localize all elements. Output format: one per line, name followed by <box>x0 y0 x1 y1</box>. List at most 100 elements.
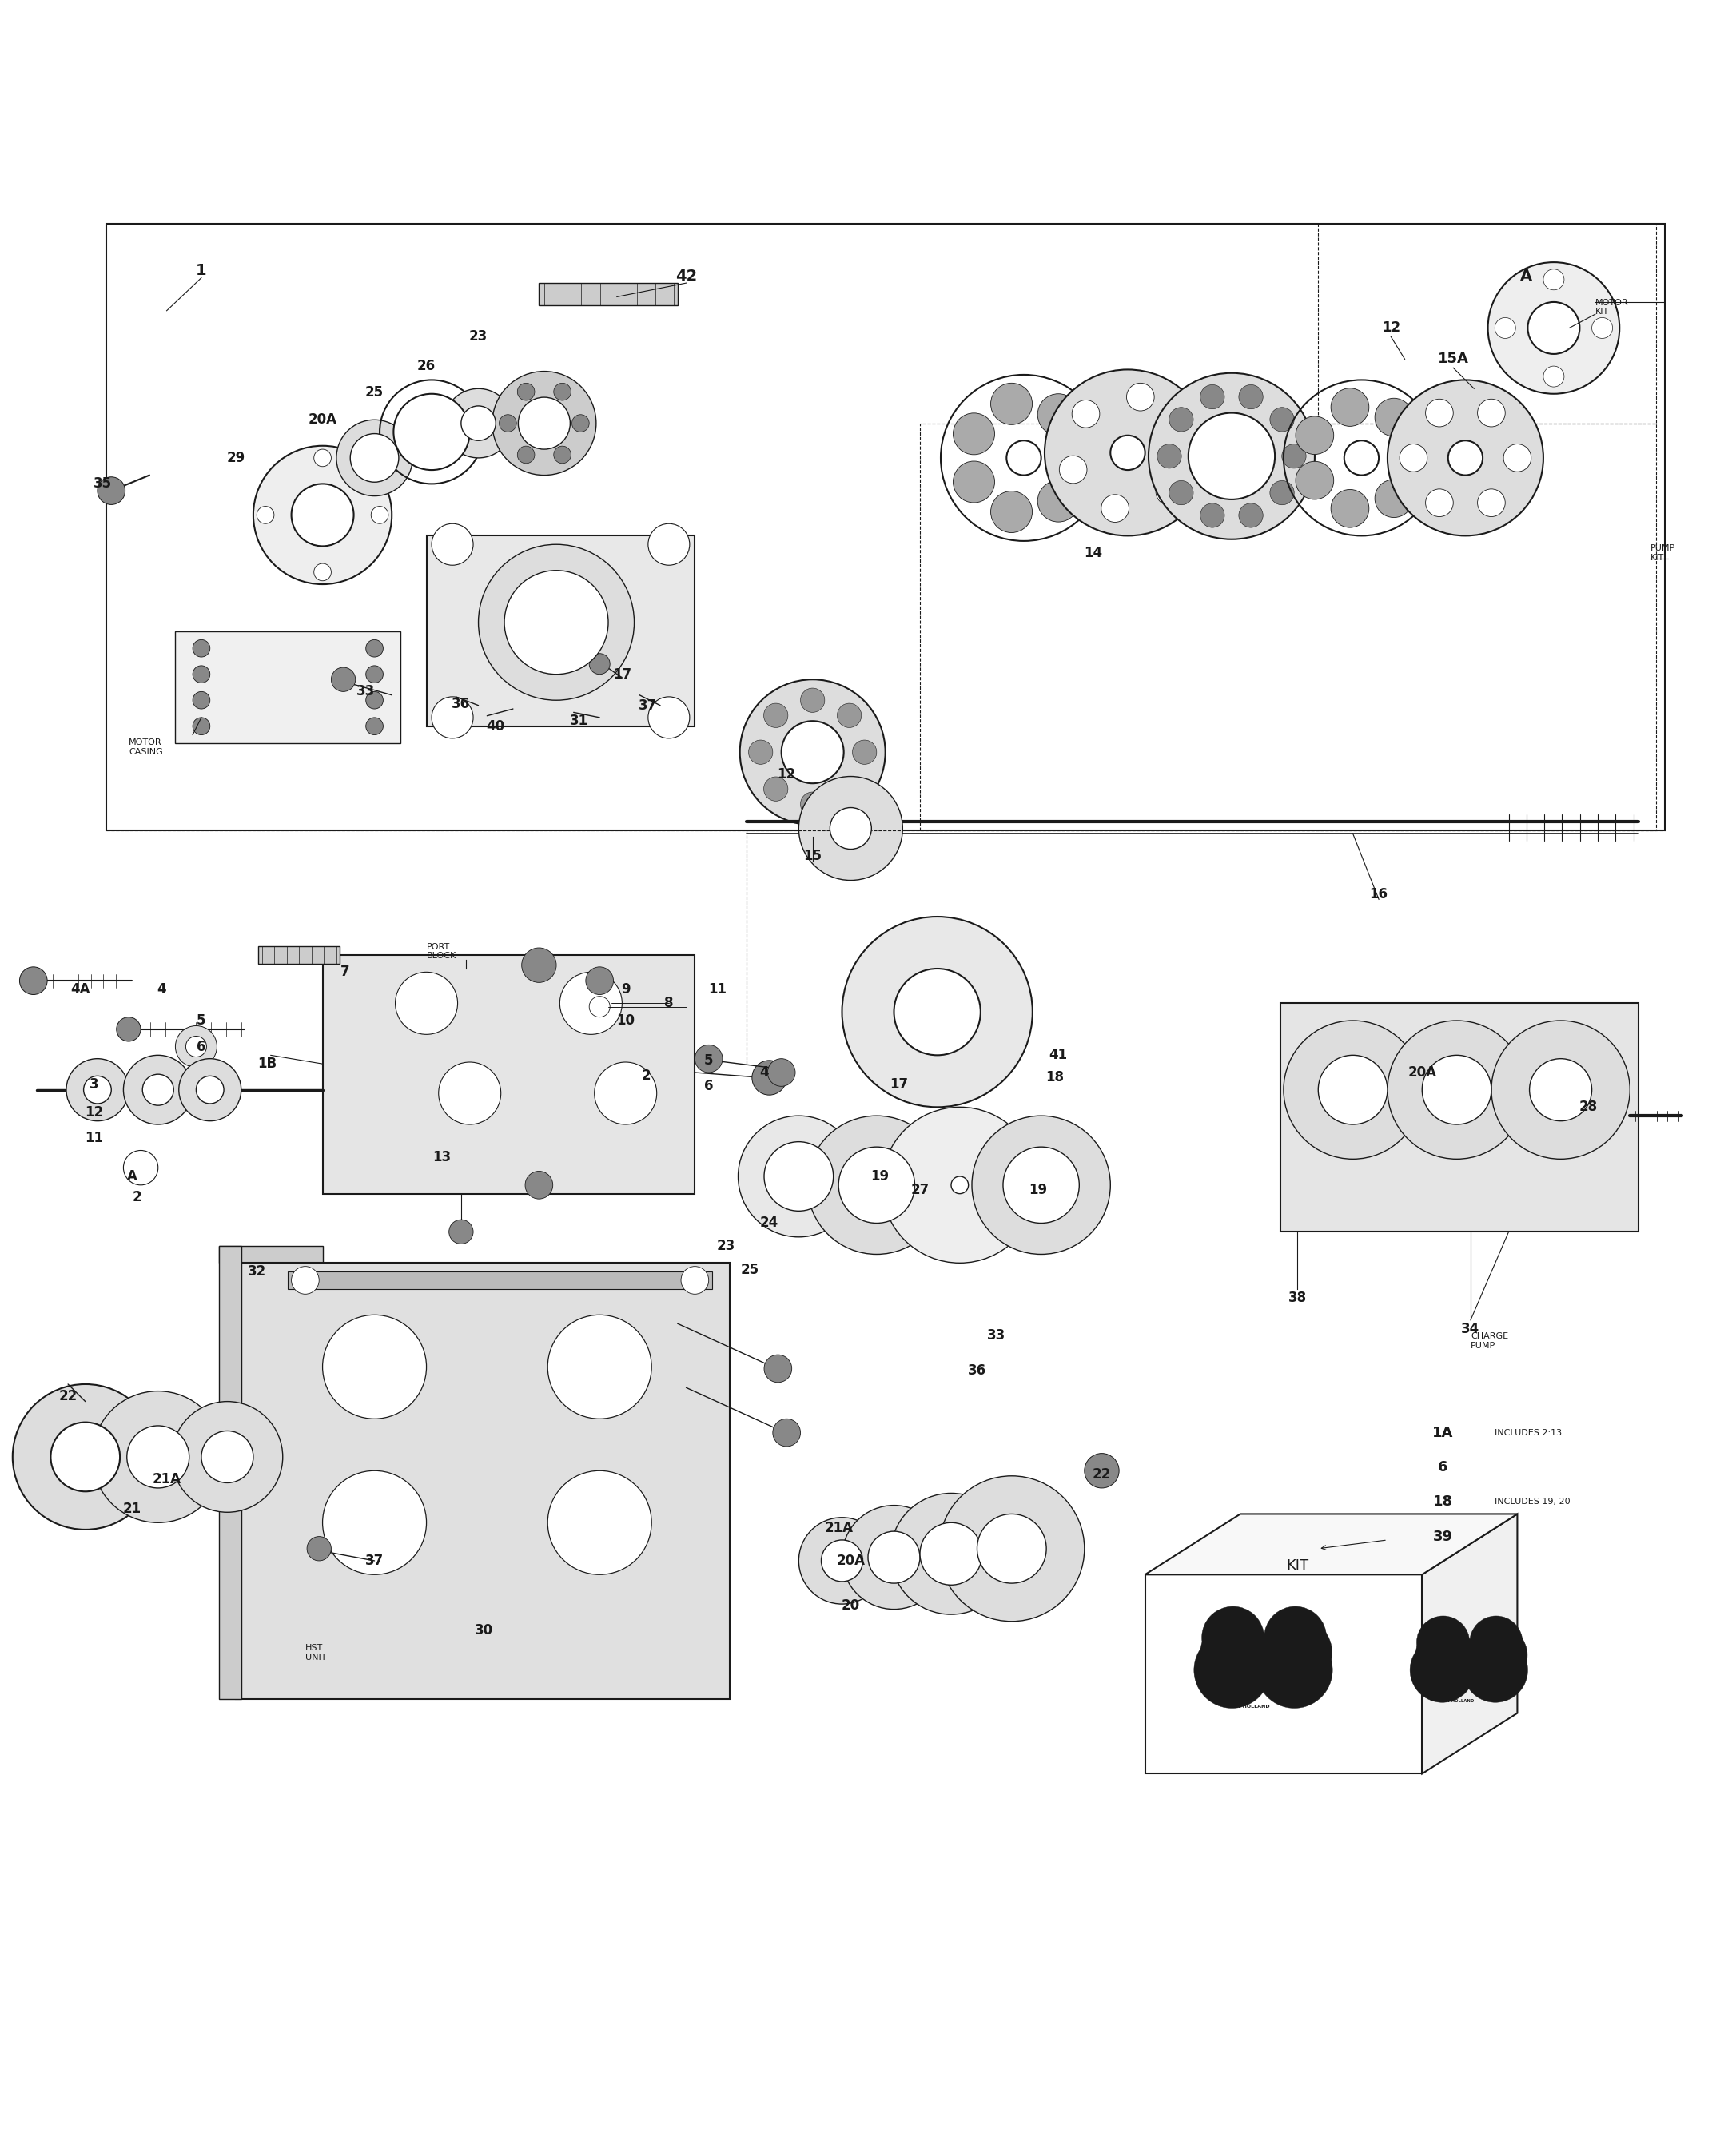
Circle shape <box>1007 440 1042 476</box>
Circle shape <box>1417 1615 1470 1669</box>
Text: 4A: 4A <box>71 982 90 997</box>
Circle shape <box>519 397 569 448</box>
Polygon shape <box>1146 1574 1422 1774</box>
Circle shape <box>127 1426 189 1489</box>
Circle shape <box>559 972 621 1034</box>
Circle shape <box>1394 440 1432 476</box>
Circle shape <box>920 1523 983 1585</box>
Circle shape <box>991 384 1033 425</box>
Circle shape <box>852 740 877 764</box>
Circle shape <box>97 476 125 504</box>
Circle shape <box>1469 1626 1528 1684</box>
Text: 14: 14 <box>1083 545 1102 560</box>
Text: 17: 17 <box>891 1077 908 1092</box>
Circle shape <box>50 1422 120 1491</box>
Circle shape <box>396 972 458 1034</box>
Circle shape <box>585 967 613 995</box>
Circle shape <box>1101 495 1128 521</box>
Polygon shape <box>1279 1004 1639 1231</box>
Polygon shape <box>259 946 340 963</box>
Text: 32: 32 <box>248 1263 266 1278</box>
Circle shape <box>1059 455 1087 483</box>
Text: 21A: 21A <box>153 1471 181 1486</box>
Circle shape <box>1415 1626 1474 1684</box>
Circle shape <box>517 446 535 463</box>
Circle shape <box>1201 1617 1269 1688</box>
Circle shape <box>123 1150 158 1184</box>
Circle shape <box>648 697 689 738</box>
Circle shape <box>821 1540 863 1581</box>
Text: 41: 41 <box>1049 1049 1068 1062</box>
Circle shape <box>1543 367 1564 386</box>
Circle shape <box>748 740 773 764</box>
Text: 11: 11 <box>708 982 727 997</box>
Circle shape <box>1271 408 1293 431</box>
Circle shape <box>172 1401 283 1512</box>
Text: 1B: 1B <box>257 1057 276 1070</box>
Circle shape <box>351 433 399 483</box>
Circle shape <box>1387 1021 1526 1158</box>
Circle shape <box>1200 384 1224 410</box>
Text: 28: 28 <box>1580 1100 1597 1113</box>
Text: 22: 22 <box>1092 1467 1111 1482</box>
Text: 29: 29 <box>227 450 245 465</box>
Circle shape <box>991 491 1033 532</box>
Circle shape <box>444 388 514 457</box>
Circle shape <box>1477 399 1505 427</box>
Circle shape <box>479 545 634 699</box>
Circle shape <box>1257 1632 1333 1707</box>
Circle shape <box>366 665 384 682</box>
Circle shape <box>1168 423 1196 450</box>
Circle shape <box>1127 384 1154 412</box>
Text: 17: 17 <box>613 667 632 682</box>
Circle shape <box>196 1077 224 1105</box>
Text: KIT: KIT <box>1286 1559 1309 1572</box>
Polygon shape <box>427 536 694 727</box>
Text: 6: 6 <box>196 1040 207 1053</box>
Polygon shape <box>236 1263 729 1699</box>
Text: 42: 42 <box>675 268 698 283</box>
Text: 37: 37 <box>639 699 658 712</box>
Text: 25: 25 <box>741 1263 759 1276</box>
Circle shape <box>307 1536 332 1562</box>
Circle shape <box>1085 1454 1120 1489</box>
Text: 34: 34 <box>1462 1321 1479 1336</box>
Text: 9: 9 <box>621 982 630 997</box>
Circle shape <box>807 1115 946 1255</box>
Circle shape <box>292 1266 319 1293</box>
Text: 19: 19 <box>1028 1184 1047 1197</box>
Circle shape <box>1038 480 1080 521</box>
Circle shape <box>1375 480 1413 517</box>
Circle shape <box>868 1532 920 1583</box>
Text: 33: 33 <box>356 684 375 699</box>
Polygon shape <box>175 631 401 744</box>
Circle shape <box>517 384 535 401</box>
Text: 2: 2 <box>132 1190 142 1203</box>
Polygon shape <box>219 1246 241 1699</box>
Circle shape <box>830 809 871 849</box>
Circle shape <box>394 395 470 470</box>
Circle shape <box>953 414 995 455</box>
Circle shape <box>505 571 608 674</box>
Circle shape <box>951 1175 969 1195</box>
Circle shape <box>1156 478 1184 506</box>
Circle shape <box>1189 412 1274 500</box>
Circle shape <box>738 1115 859 1238</box>
Polygon shape <box>323 955 694 1195</box>
Circle shape <box>764 1141 833 1212</box>
Circle shape <box>1240 384 1264 410</box>
Circle shape <box>1295 461 1333 500</box>
Circle shape <box>462 405 496 440</box>
Circle shape <box>1318 1055 1387 1124</box>
Circle shape <box>773 1418 800 1446</box>
Text: 4: 4 <box>759 1066 769 1079</box>
Circle shape <box>977 1514 1047 1583</box>
Circle shape <box>594 1062 656 1124</box>
Circle shape <box>500 414 517 431</box>
Text: INCLUDES 2:13: INCLUDES 2:13 <box>1495 1429 1562 1437</box>
Circle shape <box>193 665 210 682</box>
Circle shape <box>547 1471 651 1574</box>
Circle shape <box>186 1036 207 1057</box>
Text: 24: 24 <box>760 1216 778 1231</box>
Circle shape <box>554 384 571 401</box>
